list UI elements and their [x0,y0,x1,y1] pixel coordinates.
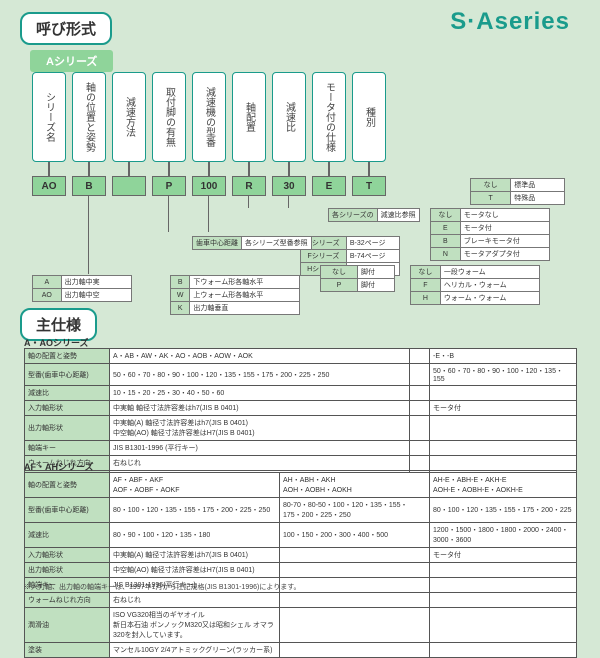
hdr-1: 軸の位置と姿勢 [72,72,106,162]
hdr-8: 種別 [352,72,386,162]
footnote: ※入力軸、出力軸の軸端キーは、1997年1月から注記規格(JIS B1301-1… [24,582,301,592]
hdr-2: 減速方法 [112,72,146,162]
type-table: なし標準品T特殊品 [470,178,565,205]
val-5: R [232,176,266,196]
val-8: T [352,176,386,196]
val-7: E [312,176,346,196]
val-6: 30 [272,176,306,196]
spec-table-af: 軸の配置と姿勢AF・ABF・AKFAOF・AOBF・AOKFAH・ABH・AKH… [24,472,577,658]
frame-ref-table: 歯車中心距離各シリーズ型番参照 [192,236,312,250]
val-1: B [72,176,106,196]
worm-table: なし一段ウォームFヘリカル・ウォームHウォーム・ウォーム [410,265,540,305]
series-label: Aシリーズ [30,50,113,72]
val-2 [112,176,146,196]
motor-table: なしモータなしEモータ付Bブレーキモータ付Nモータアダプタ付 [430,208,550,261]
hdr-3: 取付脚の有無 [152,72,186,162]
val-4: 100 [192,176,226,196]
output-shaft-table: A出力軸中実AO出力軸中空 [32,275,132,302]
brand-title: S·Aseries [450,8,570,36]
ratio-ref-table: 各シリーズの減速比参照 [328,208,420,222]
val-0: AO [32,176,66,196]
nomenclature-title: 呼び形式 [20,12,112,45]
hdr-0: シリーズ名 [32,72,66,162]
hdr-7: モータ付の仕様 [312,72,346,162]
val-3: P [152,176,186,196]
hdr-4: 減速機の型番 [192,72,226,162]
hdr-6: 減速比 [272,72,306,162]
hdr-5: 軸配置 [232,72,266,162]
mount-table: なし脚付P脚付 [320,265,395,292]
orientation-table: B下ウォーム形各軸水平W上ウォーム形各軸水平K出力軸垂直 [170,275,300,315]
